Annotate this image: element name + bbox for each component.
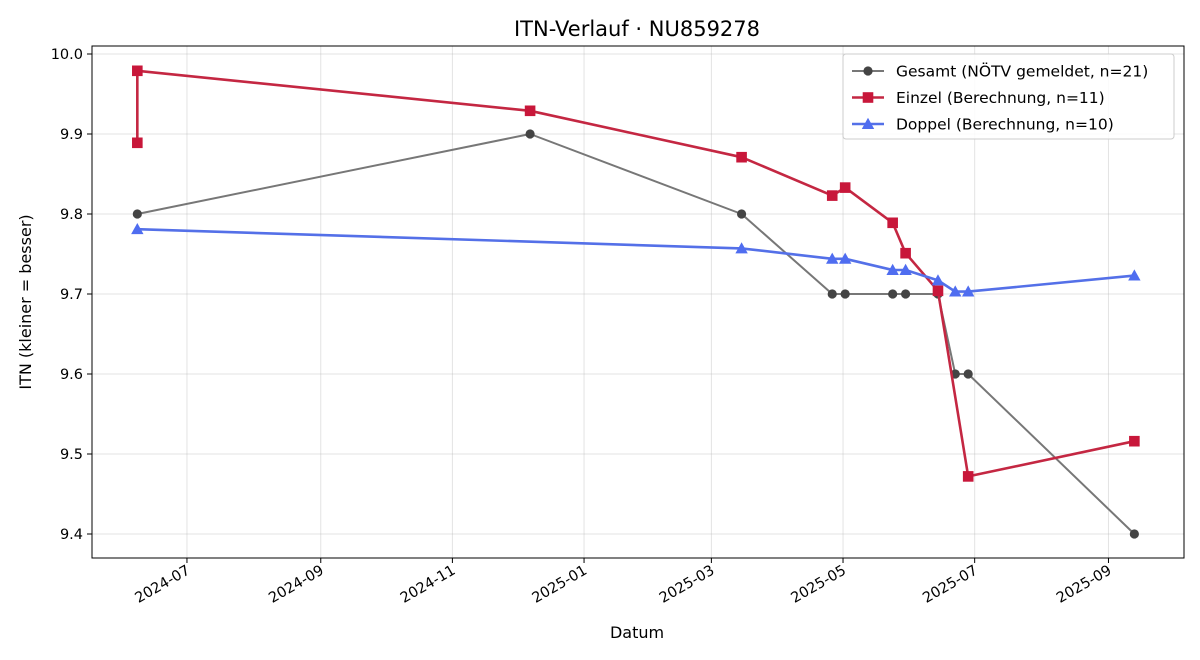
y-axis: 9.4 9.5 9.6 9.7 9.8 9.9 10.0 bbox=[51, 47, 92, 543]
data-point bbox=[961, 285, 975, 297]
legend-label: Einzel (Berechnung, n=11) bbox=[896, 89, 1105, 107]
x-tick-label: 2024-09 bbox=[266, 563, 326, 607]
legend-item-einzel: Einzel (Berechnung, n=11) bbox=[852, 89, 1105, 107]
data-point bbox=[931, 274, 945, 286]
data-point bbox=[900, 247, 911, 259]
y-axis-title: ITN (kleiner = besser) bbox=[16, 214, 35, 389]
x-tick-label: 2025-09 bbox=[1054, 563, 1114, 607]
data-point bbox=[826, 252, 839, 264]
data-point bbox=[840, 289, 850, 299]
x-axis-title: Datum bbox=[610, 623, 664, 642]
data-point bbox=[888, 289, 898, 299]
chart-title: ITN-Verlauf · NU859278 bbox=[514, 17, 760, 41]
data-point bbox=[525, 129, 535, 139]
data-point bbox=[1129, 435, 1140, 447]
data-point bbox=[827, 289, 837, 299]
legend: Gesamt (NÖTV gemeldet, n=21) Einzel (Bere… bbox=[842, 53, 1175, 140]
x-tick-label: 2024-07 bbox=[132, 563, 192, 607]
data-point bbox=[1129, 529, 1139, 539]
x-tick-label: 2025-07 bbox=[920, 563, 980, 607]
data-point bbox=[932, 285, 944, 297]
y-tick-label: 9.4 bbox=[60, 527, 83, 543]
series-einzel bbox=[132, 65, 1140, 482]
x-tick-label: 2025-05 bbox=[789, 563, 849, 607]
legend-marker bbox=[862, 92, 874, 103]
data-point bbox=[886, 263, 899, 275]
x-tick-label: 2025-01 bbox=[530, 563, 590, 607]
data-point bbox=[962, 471, 974, 482]
legend-marker bbox=[861, 117, 875, 129]
legend-label: Gesamt (NÖTV gemeldet, n=21) bbox=[896, 62, 1148, 81]
data-point bbox=[949, 285, 962, 297]
data-point bbox=[736, 151, 747, 163]
data-point bbox=[838, 252, 852, 264]
series-doppel bbox=[131, 223, 1141, 297]
legend-item-doppel: Doppel (Berechnung, n=10) bbox=[852, 116, 1114, 134]
x-axis: 2024-07 2024-09 2024-11 2025-01 2025-03 2025-… bbox=[132, 558, 1114, 607]
data-point bbox=[132, 209, 142, 219]
data-point bbox=[132, 65, 143, 77]
y-tick-label: 9.9 bbox=[60, 127, 83, 143]
data-point bbox=[839, 182, 851, 193]
x-tick-label: 2024-11 bbox=[398, 563, 458, 607]
data-point bbox=[1128, 269, 1141, 281]
data-point bbox=[901, 289, 911, 299]
plot-frame bbox=[91, 45, 1185, 559]
series-layer bbox=[131, 65, 1141, 539]
legend-marker bbox=[863, 66, 873, 76]
data-point bbox=[132, 137, 143, 149]
legend-label: Doppel (Berechnung, n=10) bbox=[896, 116, 1114, 134]
legend-box bbox=[842, 53, 1175, 140]
data-point bbox=[131, 223, 144, 235]
x-tick-label: 2025-03 bbox=[657, 563, 717, 607]
y-tick-label: 9.5 bbox=[60, 447, 83, 463]
data-point bbox=[899, 263, 912, 275]
data-point bbox=[963, 369, 973, 379]
data-point bbox=[826, 190, 838, 201]
y-tick-label: 9.8 bbox=[60, 207, 83, 223]
data-point bbox=[887, 217, 898, 229]
y-tick-label: 10.0 bbox=[51, 47, 83, 63]
data-point bbox=[735, 242, 748, 254]
series-gesamt bbox=[132, 129, 1139, 539]
y-tick-label: 9.7 bbox=[60, 287, 83, 303]
data-point bbox=[524, 105, 536, 117]
legend-item-gesamt: Gesamt (NÖTV gemeldet, n=21) bbox=[852, 62, 1148, 81]
y-tick-label: 9.6 bbox=[60, 367, 83, 383]
data-point bbox=[736, 209, 747, 219]
series-line-doppel bbox=[137, 227, 1135, 293]
